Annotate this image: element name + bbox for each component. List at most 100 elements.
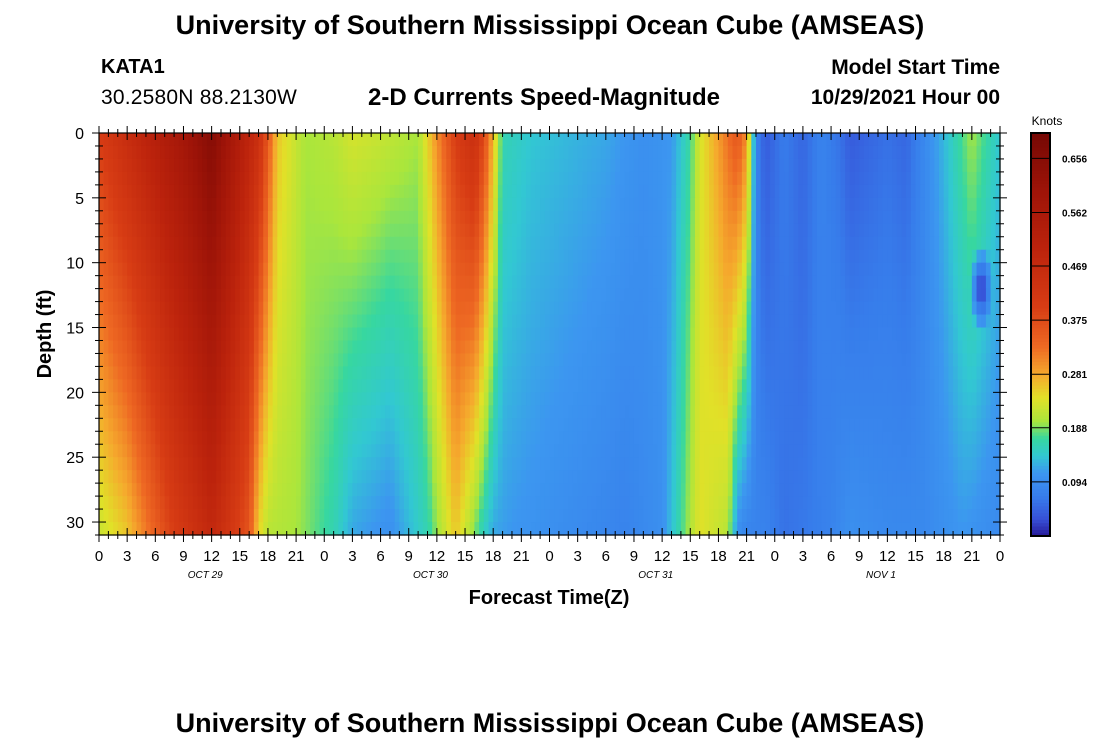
heatmap-cell xyxy=(141,171,147,186)
heatmap-cell xyxy=(746,418,752,432)
heatmap-cell xyxy=(770,353,776,368)
heatmap-cell xyxy=(516,197,522,212)
heatmap-cell xyxy=(812,158,818,173)
heatmap-cell xyxy=(835,353,842,368)
heatmap-cell xyxy=(347,236,353,251)
heatmap-cell xyxy=(882,288,888,303)
heatmap-cell xyxy=(741,197,748,212)
heatmap-cell xyxy=(812,133,818,147)
heatmap-cell xyxy=(882,340,888,355)
heatmap-cell xyxy=(868,171,874,186)
heatmap-cell xyxy=(924,431,931,445)
heatmap-cell xyxy=(169,223,175,238)
heatmap-cell xyxy=(507,431,513,445)
heatmap-cell xyxy=(577,301,583,316)
heatmap-cell xyxy=(784,171,790,186)
heatmap-cell xyxy=(272,288,278,303)
heatmap-cell xyxy=(230,158,236,173)
heatmap-cell xyxy=(648,340,654,355)
heatmap-cell xyxy=(704,301,710,316)
heatmap-cell xyxy=(211,184,217,199)
heatmap-cell xyxy=(967,145,973,160)
heatmap-cell xyxy=(770,431,776,445)
heatmap-cell xyxy=(479,340,485,355)
heatmap-cell xyxy=(568,288,574,303)
heatmap-cell xyxy=(906,184,912,199)
heatmap-cell xyxy=(624,444,630,458)
heatmap-cell xyxy=(877,184,884,199)
heatmap-cell xyxy=(957,236,964,251)
heatmap-cell xyxy=(892,133,898,147)
heatmap-cell xyxy=(962,457,968,471)
heatmap-cell xyxy=(380,262,386,277)
heatmap-cell xyxy=(338,171,344,186)
heatmap-cell xyxy=(502,327,508,342)
heatmap-cell xyxy=(694,133,701,147)
heatmap-cell xyxy=(920,327,926,342)
heatmap-cell xyxy=(263,171,269,186)
heatmap-cell xyxy=(380,223,386,238)
heatmap-cell xyxy=(957,444,964,458)
heatmap-cell xyxy=(591,145,598,160)
heatmap-cell xyxy=(760,288,766,303)
heatmap-cell xyxy=(840,405,846,419)
heatmap-cell xyxy=(103,301,109,316)
heatmap-cell xyxy=(633,171,640,186)
heatmap-cell xyxy=(896,301,903,316)
heatmap-cell xyxy=(596,301,602,316)
heatmap-cell xyxy=(774,366,781,380)
heatmap-cell xyxy=(652,418,659,432)
heatmap-cell xyxy=(361,301,368,316)
heatmap-cell xyxy=(291,275,297,290)
heatmap-cell xyxy=(662,418,668,432)
heatmap-cell xyxy=(948,158,954,173)
heatmap-cell xyxy=(441,145,447,160)
heatmap-cell xyxy=(436,249,443,264)
heatmap-cell xyxy=(882,353,888,368)
heatmap-cell xyxy=(380,418,386,432)
heatmap-cell xyxy=(680,223,687,238)
heatmap-cell xyxy=(446,457,452,471)
heatmap-cell xyxy=(990,249,996,264)
heatmap-cell xyxy=(497,405,504,419)
heatmap-cell xyxy=(300,262,307,277)
heatmap-cell xyxy=(450,366,457,380)
heatmap-cell xyxy=(338,184,344,199)
heatmap-cell xyxy=(859,171,865,186)
heatmap-cells xyxy=(99,133,1001,536)
heatmap-cell xyxy=(230,301,236,316)
heatmap-cell xyxy=(582,366,588,380)
heatmap-cell xyxy=(967,171,973,186)
heatmap-cell xyxy=(863,197,870,212)
heatmap-cell xyxy=(300,236,307,251)
heatmap-cell xyxy=(929,301,935,316)
heatmap-cell xyxy=(131,431,138,445)
heatmap-cell xyxy=(455,379,461,393)
heatmap-cell xyxy=(150,249,156,264)
heatmap-cell xyxy=(943,392,949,406)
heatmap-cell xyxy=(357,405,363,419)
heatmap-cell xyxy=(779,275,785,290)
heatmap-cell xyxy=(610,197,616,212)
heatmap-cell xyxy=(605,327,612,342)
heatmap-cell xyxy=(934,145,940,160)
heatmap-cell xyxy=(483,327,490,342)
heatmap-cell xyxy=(591,314,598,329)
heatmap-cell xyxy=(652,249,659,264)
heatmap-cell xyxy=(178,197,185,212)
heatmap-cell xyxy=(272,236,278,251)
heatmap-cell xyxy=(934,353,940,368)
heatmap-cell xyxy=(924,171,931,186)
heatmap-cell xyxy=(324,262,330,277)
heatmap-cell xyxy=(300,353,307,368)
heatmap-cell xyxy=(873,275,879,290)
heatmap-cell xyxy=(474,366,480,380)
heatmap-cell xyxy=(690,133,696,147)
heatmap-cell xyxy=(136,405,142,419)
heatmap-cell xyxy=(854,444,860,458)
heatmap-cell xyxy=(408,301,415,316)
heatmap-cell xyxy=(263,301,269,316)
heatmap-cell xyxy=(526,236,532,251)
heatmap-cell xyxy=(596,184,602,199)
heatmap-cell xyxy=(554,431,560,445)
